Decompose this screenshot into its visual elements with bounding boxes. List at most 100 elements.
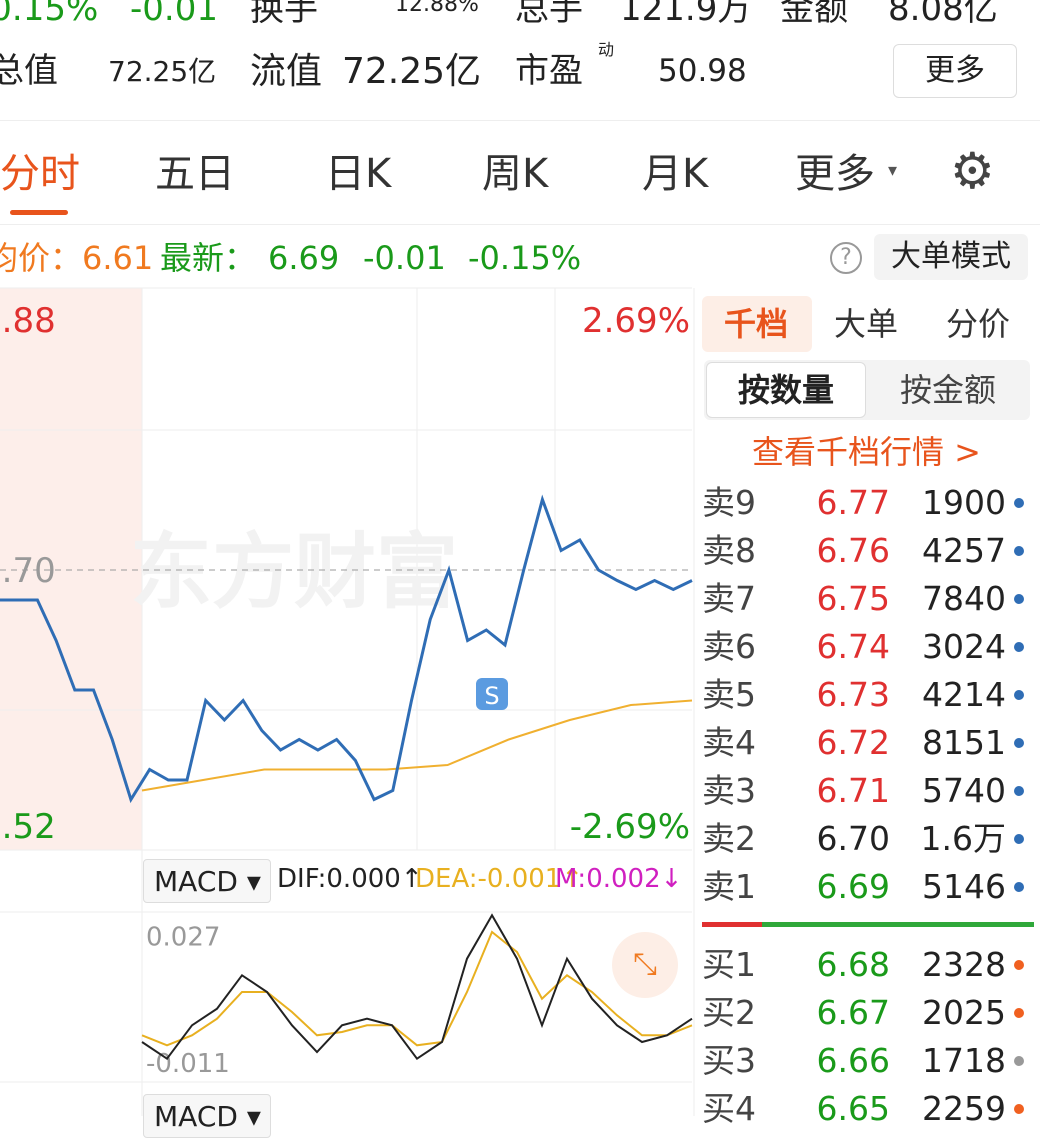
value: 6.61	[82, 239, 154, 277]
price: 6.68	[816, 945, 890, 984]
volume: 1718	[922, 1041, 1006, 1080]
price: 6.76	[816, 531, 890, 570]
side-label: 卖1	[702, 867, 756, 906]
tab[interactable]: 分时	[0, 151, 80, 197]
segment-active	[706, 362, 866, 418]
more-button[interactable]: 更多	[893, 44, 1017, 98]
signal-label: S	[484, 682, 499, 710]
indicator-name: MACD	[154, 1100, 238, 1133]
side-label: 买4	[702, 1089, 756, 1128]
label: 均价：	[0, 239, 83, 277]
line	[141, 930, 693, 1047]
side-label: 卖2	[702, 819, 756, 858]
pct-tick-label: 2.69%	[582, 301, 690, 341]
side-label: 买1	[702, 945, 756, 984]
value: 121.9万	[620, 0, 752, 29]
price: 6.69	[816, 867, 890, 906]
label: 流值	[250, 51, 323, 92]
grid	[0, 287, 695, 1116]
dot	[1014, 834, 1024, 844]
dot	[1014, 690, 1024, 700]
value: -0.01	[363, 239, 446, 277]
dot	[1014, 738, 1024, 748]
change: -0.01	[130, 0, 218, 29]
pct-tick-label: -2.69%	[570, 807, 690, 847]
segment[interactable]: 按金额	[900, 371, 997, 409]
side-label: 卖4	[702, 723, 756, 762]
help-icon[interactable]: ?	[830, 242, 862, 274]
dot	[1014, 960, 1024, 970]
macd-select[interactable]: MACD ▾	[143, 1094, 271, 1138]
label: 换手	[250, 0, 318, 29]
value: 72.25亿	[342, 51, 482, 92]
panel-tab[interactable]: 分价	[946, 305, 1011, 343]
side-label: 卖9	[702, 483, 756, 522]
volume: 1900	[922, 483, 1006, 522]
depth-link[interactable]: 查看千档行情 >	[752, 433, 981, 471]
volume: 1.6万	[920, 819, 1006, 858]
macd-select[interactable]: MACD ▾	[143, 859, 271, 903]
value: 12.88%	[395, 0, 479, 17]
settings-icon[interactable]: ⚙	[950, 142, 995, 200]
value: 8.08亿	[888, 0, 998, 29]
price: 6.66	[816, 1041, 890, 1080]
panel-tab-active	[702, 296, 812, 352]
change-pct: -0.15%	[0, 0, 99, 29]
panel-tab[interactable]: 千档	[724, 305, 789, 343]
volume: 5146	[922, 867, 1006, 906]
divider	[0, 120, 1040, 121]
m: M:0.002↓	[555, 864, 683, 894]
tab[interactable]: 月K	[642, 151, 709, 197]
dot	[1014, 546, 1024, 556]
dot	[1014, 1008, 1024, 1018]
side-label: 卖6	[702, 627, 756, 666]
line	[141, 699, 693, 792]
y-tick-label: 6.70	[0, 551, 56, 591]
expand-button[interactable]: ⤡	[612, 932, 678, 998]
label-sup: 动	[598, 40, 615, 59]
label: 金额	[780, 0, 848, 29]
price: 6.75	[816, 579, 890, 618]
signal-marker	[476, 678, 508, 710]
tab-underline	[10, 210, 68, 215]
price: 6.65	[816, 1089, 890, 1128]
tab[interactable]: 五日	[155, 151, 235, 197]
volume: 3024	[922, 627, 1006, 666]
dif: DIF:0.000↑	[277, 864, 423, 894]
line	[0, 494, 693, 804]
side-label: 卖8	[702, 531, 756, 570]
value: 50.98	[658, 53, 747, 89]
volume: 4214	[922, 675, 1006, 714]
dot	[1014, 1104, 1024, 1114]
value: 72.25亿	[108, 55, 217, 88]
panel-tab[interactable]: 大单	[834, 305, 899, 343]
mode-button[interactable]: 大单模式	[874, 234, 1028, 280]
dot	[1014, 1056, 1024, 1066]
dea: DEA:-0.001↑	[415, 864, 584, 894]
label: 最新：	[160, 239, 257, 277]
dropdown-arrow: ▾	[888, 160, 898, 181]
dot	[1014, 882, 1024, 892]
dot	[1014, 498, 1024, 508]
volume: 7840	[922, 579, 1006, 618]
tab[interactable]: 更多	[795, 151, 875, 197]
segment[interactable]: 按数量	[738, 371, 835, 409]
volume: 5740	[922, 771, 1006, 810]
tab[interactable]: 周K	[482, 151, 549, 197]
indicator-name: MACD	[154, 865, 238, 898]
divider	[0, 224, 1040, 225]
price: 6.77	[816, 483, 890, 522]
dot	[1014, 642, 1024, 652]
volume: 4257	[922, 531, 1006, 570]
split-red	[702, 922, 762, 927]
tab[interactable]: 日K	[325, 151, 392, 197]
y-tick-label: 6.88	[0, 301, 56, 341]
split-green	[762, 922, 1034, 927]
line	[141, 913, 693, 1061]
side-label: 卖5	[702, 675, 756, 714]
volume: 2259	[922, 1089, 1006, 1128]
y-tick-label: 6.52	[0, 807, 56, 847]
side-label: 买2	[702, 993, 756, 1032]
